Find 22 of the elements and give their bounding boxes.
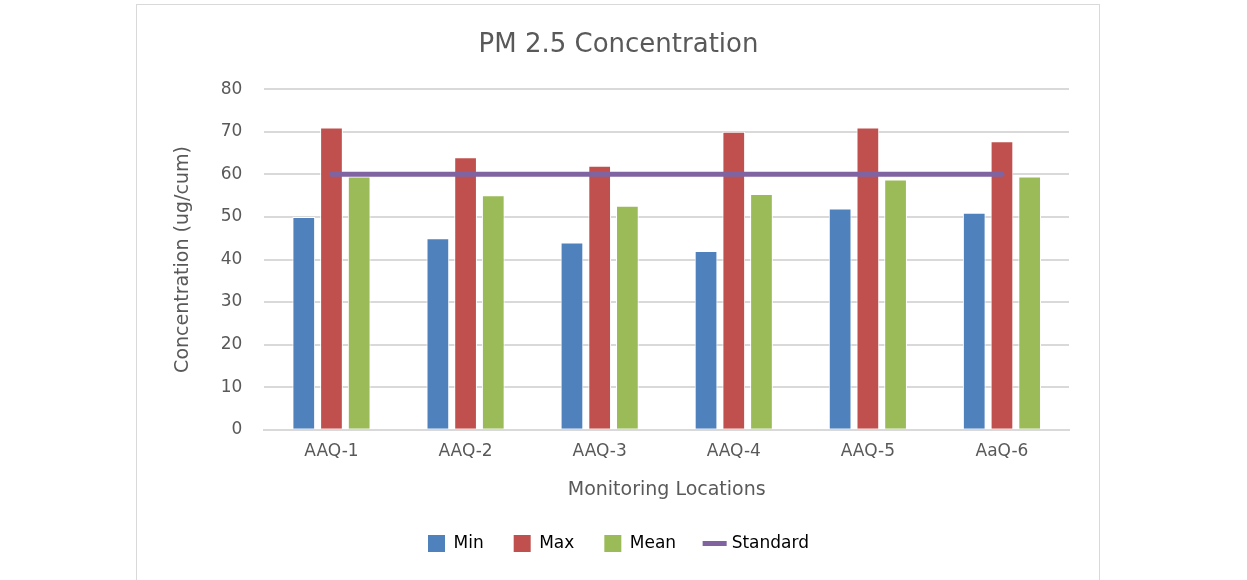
y-tick-label: 50 xyxy=(220,205,243,226)
x-axis-title: Monitoring Locations xyxy=(567,476,766,499)
chart-title: PM 2.5 Concentration xyxy=(478,28,759,59)
legend-label: Mean xyxy=(629,531,677,552)
legend-label: Max xyxy=(539,531,575,552)
y-tick-label: 40 xyxy=(220,247,243,268)
y-tick-label: 80 xyxy=(220,77,243,98)
legend-label: Standard xyxy=(731,531,809,552)
y-tick-label: 10 xyxy=(220,375,243,396)
y-axis-title: Concentration (ug/cum) xyxy=(170,146,193,373)
x-tick-label: AaQ-6 xyxy=(975,440,1029,461)
x-tick-label: AAQ-2 xyxy=(438,440,493,461)
y-tick-label: 70 xyxy=(220,120,243,141)
y-tick-label: 0 xyxy=(231,418,243,439)
legend-label: Min xyxy=(453,531,484,552)
x-tick-label: AAQ-3 xyxy=(572,440,627,461)
x-tick-label: AAQ-4 xyxy=(706,440,761,461)
x-tick-label: AAQ-1 xyxy=(304,440,359,461)
x-tick-label: AAQ-5 xyxy=(840,440,895,461)
y-tick-label: 30 xyxy=(220,290,243,311)
y-tick-label: 20 xyxy=(220,333,243,354)
y-tick-label: 60 xyxy=(220,162,243,183)
